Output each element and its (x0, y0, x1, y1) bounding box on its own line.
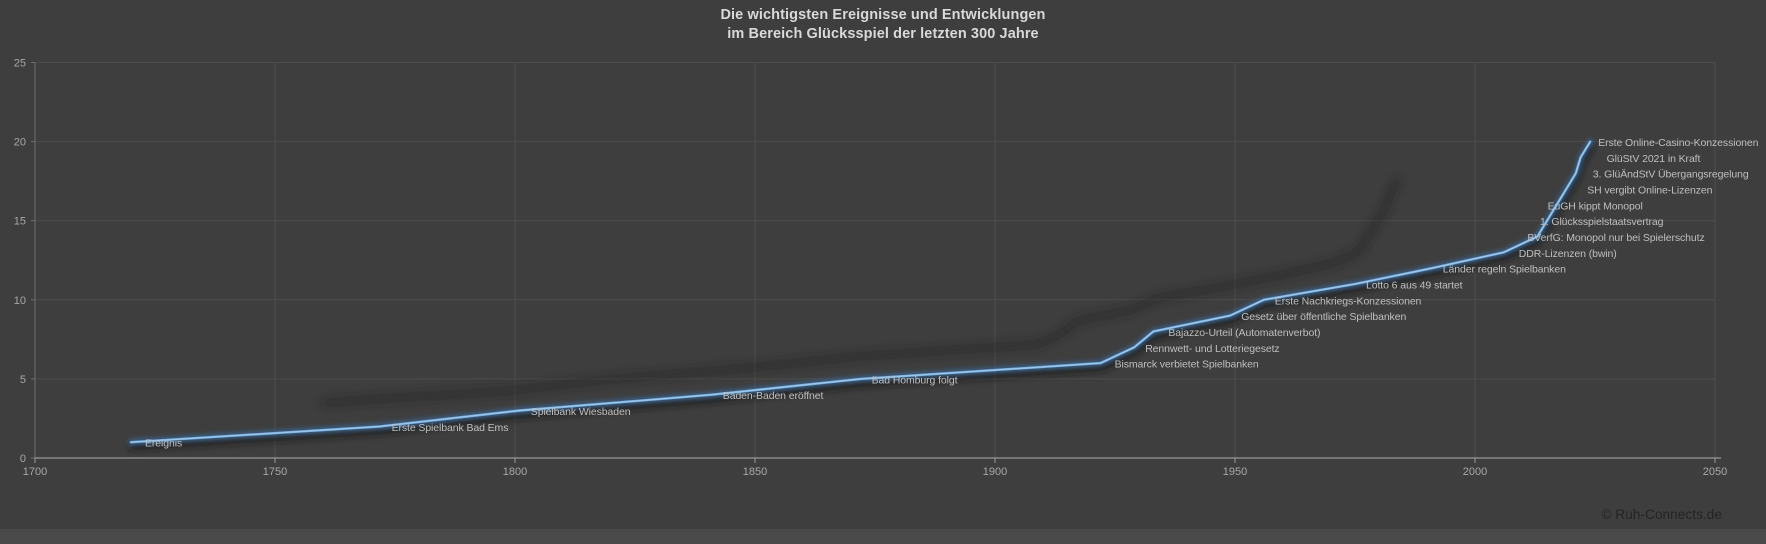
y-tick-label: 20 (14, 137, 26, 149)
y-tick-label: 15 (14, 216, 26, 228)
series-line-highlight (130, 141, 1591, 443)
y-tick-label: 10 (14, 295, 26, 307)
point-label: Lotto 6 aus 49 startet (1366, 280, 1463, 292)
x-tick-label: 1950 (1223, 466, 1247, 478)
x-tick-label: 1750 (263, 466, 287, 478)
x-tick-label: 2000 (1463, 466, 1487, 478)
point-label: Baden-Baden eröffnet (723, 390, 824, 402)
line-perspective-shadow (321, 178, 1401, 406)
copyright-text: © Ruh-Connects.de (1601, 507, 1722, 522)
point-label: Spielbank Wiesbaden (531, 406, 631, 418)
point-label: Erste Nachkriegs-Konzessionen (1275, 295, 1422, 307)
point-label: DDR-Lizenzen (bwin) (1519, 248, 1617, 260)
axes (31, 62, 1721, 463)
point-label: GlüStV 2021 in Kraft (1607, 153, 1701, 165)
series-glow (127, 138, 1594, 446)
point-label: Länder regeln Spielbanken (1443, 264, 1566, 276)
point-label: Bajazzo-Urteil (Automatenverbot) (1168, 327, 1320, 339)
axis-tick-labels: 1700 1750 1800 1850 1900 1950 2000 2050 0 5 10 15 20… (14, 58, 1727, 479)
x-tick-label: 2050 (1703, 466, 1727, 478)
chart-title-line1: Die wichtigsten Ereignisse und Entwicklu… (720, 7, 1046, 23)
x-tick-label: 1900 (983, 466, 1007, 478)
x-tick-label: 1850 (743, 466, 767, 478)
point-label: Rennwett- und Lotteriegesetz (1145, 343, 1279, 355)
point-label: Gesetz über öffentliche Spielbanken (1241, 311, 1406, 323)
chart-title-line2: im Bereich Glücksspiel der letzten 300 J… (727, 26, 1039, 42)
bottom-strip (0, 529, 1766, 544)
point-labels: Ereignis Erste Spielbank Bad Ems Spielbank… (145, 137, 1759, 450)
y-tick-label: 25 (14, 58, 26, 70)
point-label: Erste Spielbank Bad Ems (392, 422, 509, 434)
event-line-series (127, 138, 1595, 451)
point-label: Erste Online-Casino-Konzessionen (1598, 137, 1758, 149)
x-tick-label: 1700 (23, 466, 47, 478)
x-tick-label: 1800 (503, 466, 527, 478)
y-tick-label: 5 (20, 374, 26, 386)
point-label: 1. Glücksspielstaatsvertrag (1540, 216, 1664, 228)
point-label: BVerfG: Monopol nur bei Spielerschutz (1527, 232, 1704, 244)
point-label: EuGH kippt Monopol (1548, 200, 1643, 212)
point-label: 3. GlüÄndStV Übergangsregelung (1593, 169, 1749, 181)
point-label: Bismarck verbietet Spielbanken (1115, 359, 1259, 371)
point-label: Bad Homburg folgt (872, 374, 958, 386)
y-tick-label: 0 (20, 453, 26, 465)
point-label: SH vergibt Online-Lizenzen (1587, 185, 1712, 197)
series-perspective-shadow (321, 178, 1401, 406)
chart-title: Die wichtigsten Ereignisse und Entwicklu… (0, 6, 1766, 44)
series-drop-shadow (129, 143, 1595, 451)
series-line (129, 140, 1592, 444)
point-label: Ereignis (145, 438, 182, 450)
